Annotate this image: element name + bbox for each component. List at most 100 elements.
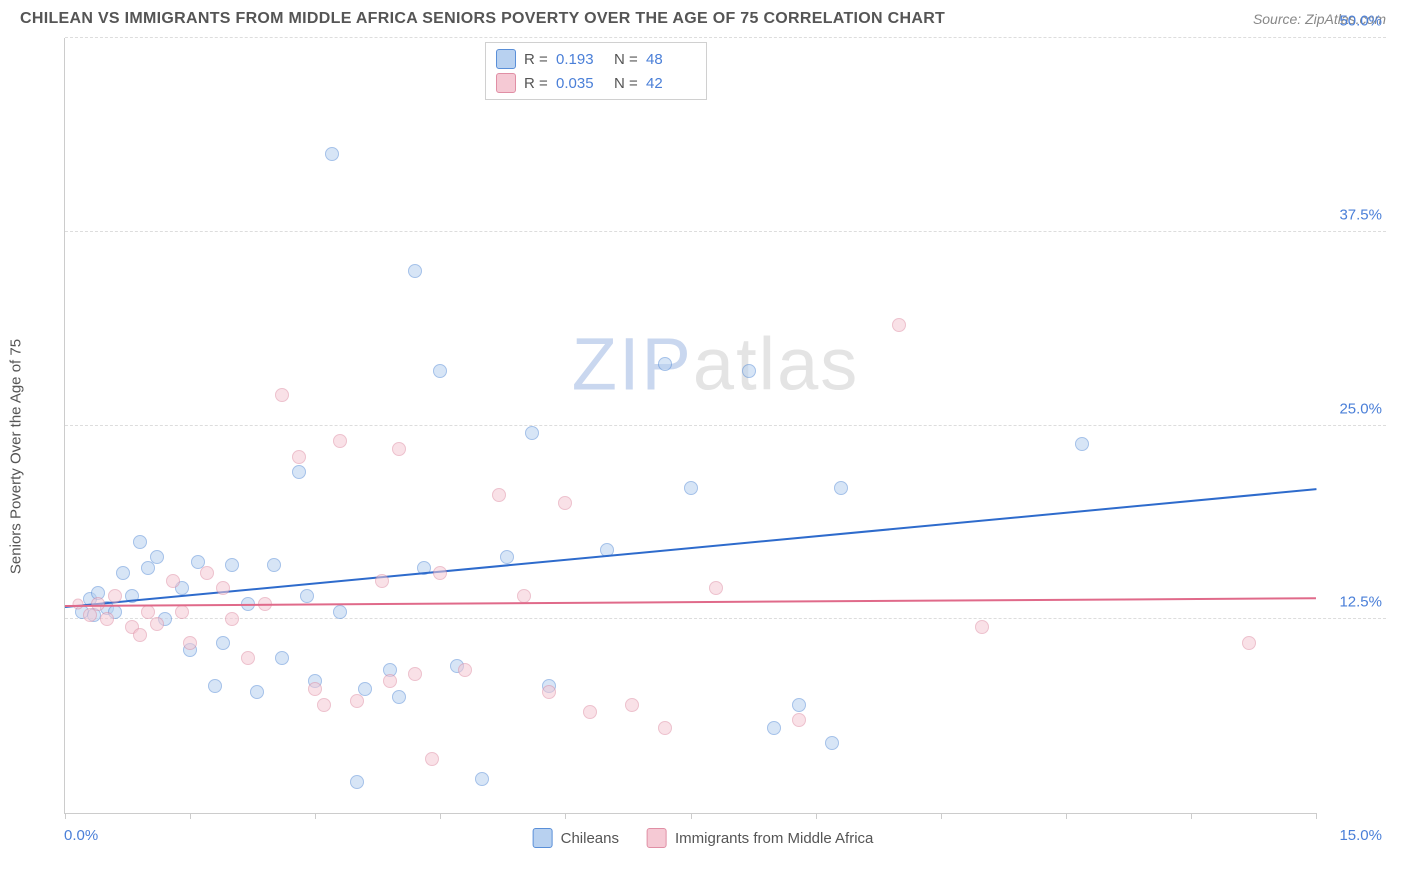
title-bar: CHILEAN VS IMMIGRANTS FROM MIDDLE AFRICA…: [0, 0, 1406, 32]
legend-item-1: Immigrants from Middle Africa: [647, 828, 873, 848]
scatter-point: [241, 651, 255, 665]
trend-line: [65, 489, 1316, 609]
scatter-point: [975, 620, 989, 634]
scatter-point: [792, 713, 806, 727]
n-label: N =: [614, 51, 638, 68]
scatter-point: [709, 581, 723, 595]
scatter-point: [116, 566, 130, 580]
x-tick: [1316, 813, 1317, 819]
x-tick: [691, 813, 692, 819]
chart-title: CHILEAN VS IMMIGRANTS FROM MIDDLE AFRICA…: [20, 10, 945, 28]
bottom-legend: Chileans Immigrants from Middle Africa: [533, 828, 874, 848]
scatter-point: [525, 426, 539, 440]
scatter-point: [433, 364, 447, 378]
scatter-point: [892, 318, 906, 332]
scatter-point: [91, 597, 105, 611]
watermark: ZIPatlas: [572, 321, 859, 406]
scatter-point: [475, 772, 489, 786]
scatter-point: [458, 663, 472, 677]
scatter-point: [225, 612, 239, 626]
scatter-point: [350, 775, 364, 789]
swatch-series-1: [647, 828, 667, 848]
scatter-point: [583, 705, 597, 719]
legend-label-0: Chileans: [561, 830, 619, 847]
scatter-point: [225, 558, 239, 572]
r-value-0: 0.193: [556, 51, 606, 68]
scatter-point: [825, 736, 839, 750]
x-axis-max-label: 15.0%: [1339, 827, 1382, 844]
scatter-point: [333, 605, 347, 619]
n-label: N =: [614, 75, 638, 92]
scatter-point: [166, 574, 180, 588]
scatter-point: [625, 698, 639, 712]
scatter-point: [133, 628, 147, 642]
scatter-point: [558, 496, 572, 510]
chart-container: Seniors Poverty Over the Age of 75 ZIPat…: [20, 38, 1386, 858]
scatter-point: [500, 550, 514, 564]
scatter-point: [383, 674, 397, 688]
scatter-point: [375, 574, 389, 588]
gridline: [65, 425, 1386, 426]
scatter-point: [133, 535, 147, 549]
scatter-point: [216, 581, 230, 595]
x-tick: [1066, 813, 1067, 819]
scatter-point: [658, 721, 672, 735]
x-axis-min-label: 0.0%: [64, 827, 98, 844]
gridline: [65, 618, 1386, 619]
scatter-point: [108, 589, 122, 603]
n-value-0: 48: [646, 51, 696, 68]
x-tick: [565, 813, 566, 819]
scatter-point: [658, 357, 672, 371]
scatter-point: [767, 721, 781, 735]
r-label: R =: [524, 75, 548, 92]
scatter-point: [433, 566, 447, 580]
x-tick: [1191, 813, 1192, 819]
x-tick: [941, 813, 942, 819]
plot-area: ZIPatlas R = 0.193 N = 48 R = 0.035 N = …: [64, 38, 1316, 814]
legend-label-1: Immigrants from Middle Africa: [675, 830, 873, 847]
x-tick: [190, 813, 191, 819]
scatter-point: [250, 685, 264, 699]
y-tick-label: 25.0%: [1339, 400, 1382, 417]
scatter-point: [834, 481, 848, 495]
scatter-point: [392, 442, 406, 456]
legend-item-0: Chileans: [533, 828, 619, 848]
scatter-point: [175, 605, 189, 619]
scatter-point: [358, 682, 372, 696]
x-tick: [816, 813, 817, 819]
scatter-point: [350, 694, 364, 708]
scatter-point: [183, 636, 197, 650]
r-value-1: 0.035: [556, 75, 606, 92]
scatter-point: [100, 612, 114, 626]
scatter-point: [408, 667, 422, 681]
gridline: [65, 37, 1386, 38]
scatter-point: [208, 679, 222, 693]
x-tick: [65, 813, 66, 819]
scatter-point: [1075, 437, 1089, 451]
scatter-point: [267, 558, 281, 572]
scatter-point: [275, 388, 289, 402]
scatter-point: [308, 682, 322, 696]
scatter-point: [517, 589, 531, 603]
scatter-point: [200, 566, 214, 580]
x-tick: [315, 813, 316, 819]
watermark-atlas: atlas: [693, 322, 859, 405]
y-tick-label: 37.5%: [1339, 206, 1382, 223]
scatter-point: [392, 690, 406, 704]
x-tick: [440, 813, 441, 819]
scatter-point: [492, 488, 506, 502]
scatter-point: [325, 147, 339, 161]
stats-row-series-1: R = 0.035 N = 42: [496, 71, 696, 95]
scatter-point: [275, 651, 289, 665]
scatter-point: [292, 465, 306, 479]
scatter-point: [317, 698, 331, 712]
scatter-point: [333, 434, 347, 448]
y-axis-label: Seniors Poverty Over the Age of 75: [8, 339, 25, 574]
watermark-zip: ZIP: [572, 322, 693, 405]
r-label: R =: [524, 51, 548, 68]
stats-row-series-0: R = 0.193 N = 48: [496, 47, 696, 71]
scatter-point: [72, 598, 83, 609]
y-tick-label: 12.5%: [1339, 594, 1382, 611]
gridline: [65, 231, 1386, 232]
scatter-point: [216, 636, 230, 650]
